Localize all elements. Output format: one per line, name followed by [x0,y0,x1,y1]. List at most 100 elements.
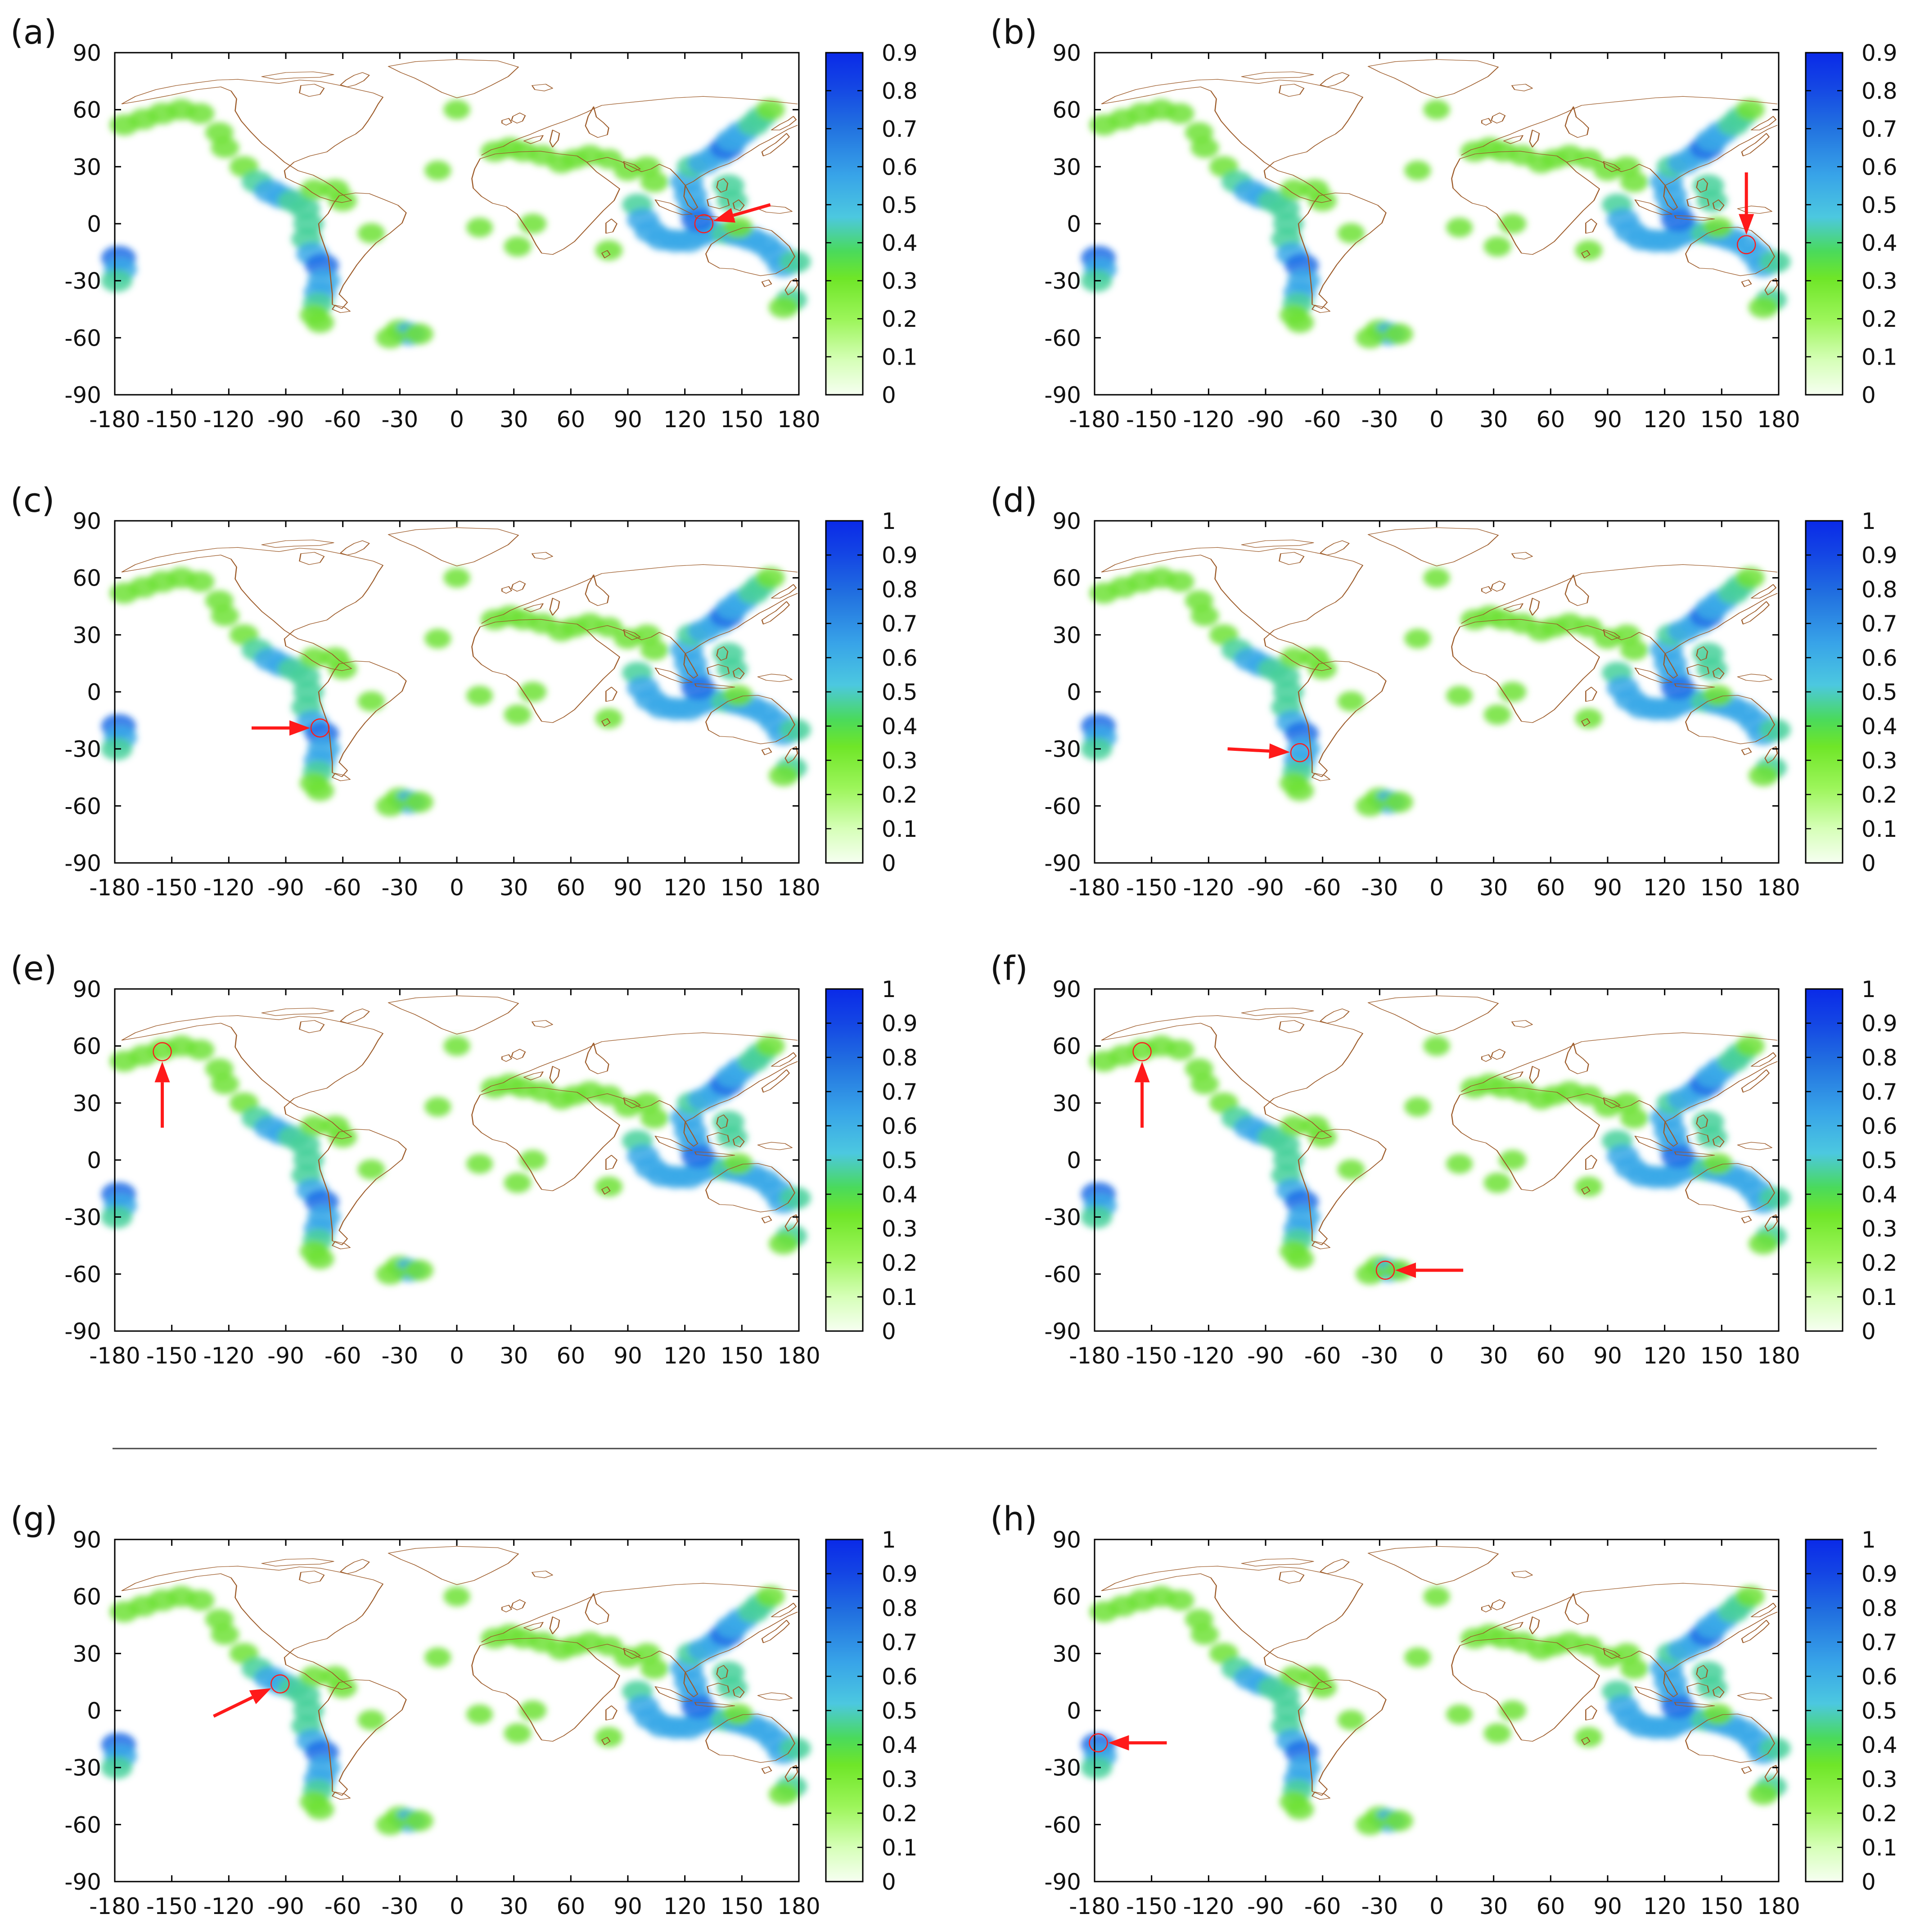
colorbar-tick-label: 0.8 [1861,1595,1897,1621]
x-tick-label: 90 [613,406,642,433]
colorbar-tick-label: 0.4 [1861,713,1897,740]
colorbar-tick-label: 0.8 [882,1595,918,1621]
x-tick-label: -150 [146,1343,197,1369]
colorbar-tick-label: 1 [1861,976,1876,1002]
hazard-cell [595,1635,623,1656]
hazard-cell [1697,1676,1728,1699]
colorbar-tick-label: 0.6 [882,1113,918,1139]
hazard-cell [1620,1108,1649,1129]
y-tick-label: 0 [87,211,101,237]
hazard-cell [424,1647,451,1667]
panel-e-arrow [153,1042,172,1128]
colorbar-tick-label: 0 [882,1869,896,1895]
x-tick-label: 30 [500,875,528,901]
x-tick-label: 90 [613,1893,642,1919]
hazard-cell [1759,718,1791,741]
colorbar-tick-label: 0.4 [882,1182,918,1208]
panel-c: (c) -180 -150 -120 -90 -60 -30 0 30 60 90 120 150 180… [10,481,918,901]
y-tick-label: 0 [1067,679,1081,705]
y-tick-label: -30 [1044,1205,1081,1231]
x-tick-label: 150 [721,1343,763,1369]
y-tick-label: 90 [72,1527,101,1553]
colorbar-tick-label: 0 [1861,1869,1876,1895]
panel-a-colorbar [825,52,864,396]
panel-e-colorbar [825,988,864,1332]
panel-c-arrow [252,718,330,738]
panel-c-label: (c) [10,481,54,520]
colorbar-tick-label: 0.4 [882,713,918,740]
x-tick-label: -120 [1183,406,1234,433]
hazard-cell [1499,1150,1527,1170]
hazard-cell [1423,1586,1450,1607]
hazard-cell [723,1153,753,1175]
colorbar-tick-label: 0 [1861,382,1876,408]
hazard-cell [519,213,547,234]
hazard-cell [519,1150,547,1170]
y-tick-label: 30 [72,622,101,648]
x-tick-label: -90 [1247,875,1284,901]
colorbar-tick-label: 1 [882,976,896,1002]
colorbar-tick-label: 0.3 [882,268,918,294]
panel-g: (g) -180 -150 -120 -90 -60 -30 0 30 60 90 120 150 180… [10,1500,918,1919]
hazard-cell [756,567,785,589]
y-tick-label: -90 [64,382,101,408]
x-tick-label: 150 [1700,875,1743,901]
hazard-cell [1735,1586,1765,1607]
hazard-cell [424,628,451,649]
x-tick-label: 120 [1643,875,1686,901]
hazard-cell [640,1658,669,1679]
hazard-cell [186,1590,215,1611]
panel-f-arrow-target-circle [1132,1042,1152,1061]
hazard-cell [756,1035,785,1057]
y-tick-label: 90 [72,508,101,534]
x-tick-label: 60 [1537,1893,1565,1919]
hazard-cell [595,240,623,261]
hazard-cell [1308,1677,1337,1698]
colorbar-tick-label: 0.4 [882,1732,918,1758]
panel-a-arrow-target-circle [694,214,714,234]
x-tick-label: 150 [1700,406,1743,433]
hazard-cell [375,327,405,348]
x-tick-label: 180 [777,406,820,433]
hazard-cell [300,1666,329,1687]
hazard-cell [1337,1710,1365,1730]
colorbar-tick-label: 0.4 [882,230,918,256]
panel-c-colorbar [825,520,864,864]
y-tick-label: 30 [72,1090,101,1116]
hazard-cell [1337,691,1365,712]
hazard-cell [1166,1590,1194,1611]
hazard-cell [1759,250,1791,273]
y-tick-label: -60 [1044,1261,1081,1287]
hazard-cell [300,647,329,668]
panel-d-arrow-target-circle [1290,743,1310,763]
hazard-cell [211,605,239,627]
hazard-cell [1308,190,1337,212]
y-tick-label: -90 [64,1869,101,1895]
hazard-cell [504,704,532,725]
y-tick-label: -60 [1044,793,1081,819]
colorbar-tick-label: 1 [1861,508,1876,534]
colorbar-tick-label: 0.7 [882,1630,918,1656]
x-tick-label: 90 [1593,1893,1622,1919]
x-tick-label: 120 [1643,406,1686,433]
x-tick-label: 90 [613,1343,642,1369]
hazard-cell [1166,571,1194,592]
hazard-cell [1620,640,1649,661]
hazard-cell [681,208,715,232]
hazard-cell [1280,1115,1308,1136]
hazard-cell [1575,1727,1603,1747]
panel-a: (a) -180 -150 -120 -90 -60 -30 0 30 60 90 120 150 180… [10,13,918,433]
x-tick-label: -120 [1183,875,1234,901]
hazard-cell [357,223,385,244]
hazard-cell [306,780,334,801]
hazard-cell [1661,676,1695,700]
hazard-cell [1575,1085,1603,1106]
x-tick-label: -60 [325,406,361,433]
x-tick-label: 150 [1700,1343,1743,1369]
x-tick-label: 90 [1593,406,1622,433]
hazard-cell [357,1710,385,1730]
x-tick-label: 0 [450,1343,464,1369]
hazard-cell [1404,628,1431,649]
y-tick-label: -60 [1044,325,1081,351]
